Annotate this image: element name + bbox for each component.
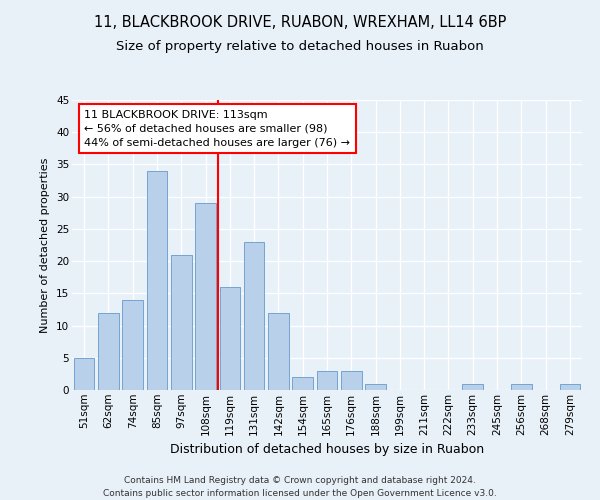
Bar <box>560 384 580 390</box>
Bar <box>146 171 167 390</box>
Bar <box>317 370 337 390</box>
Bar <box>365 384 386 390</box>
X-axis label: Distribution of detached houses by size in Ruabon: Distribution of detached houses by size … <box>170 443 484 456</box>
Text: Contains HM Land Registry data © Crown copyright and database right 2024.
Contai: Contains HM Land Registry data © Crown c… <box>103 476 497 498</box>
Text: 11 BLACKBROOK DRIVE: 113sqm
← 56% of detached houses are smaller (98)
44% of sem: 11 BLACKBROOK DRIVE: 113sqm ← 56% of det… <box>84 110 350 148</box>
Bar <box>341 370 362 390</box>
Bar <box>463 384 483 390</box>
Text: 11, BLACKBROOK DRIVE, RUABON, WREXHAM, LL14 6BP: 11, BLACKBROOK DRIVE, RUABON, WREXHAM, L… <box>94 15 506 30</box>
Bar <box>195 203 216 390</box>
Bar <box>511 384 532 390</box>
Bar <box>268 312 289 390</box>
Bar <box>171 254 191 390</box>
Bar <box>122 300 143 390</box>
Y-axis label: Number of detached properties: Number of detached properties <box>40 158 50 332</box>
Bar <box>74 358 94 390</box>
Bar <box>98 312 119 390</box>
Text: Size of property relative to detached houses in Ruabon: Size of property relative to detached ho… <box>116 40 484 53</box>
Bar <box>244 242 265 390</box>
Bar <box>220 287 240 390</box>
Bar <box>292 377 313 390</box>
